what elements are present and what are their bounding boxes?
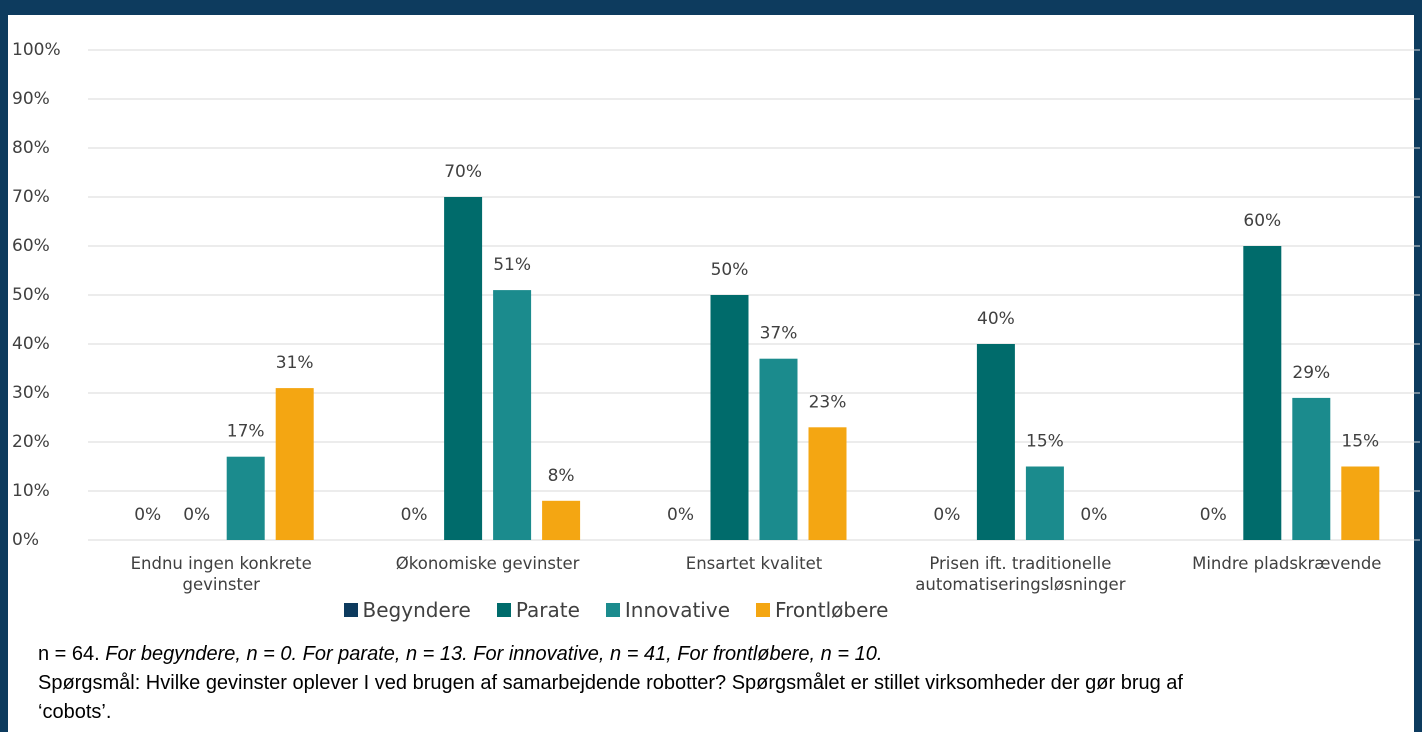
- data-label: 15%: [1026, 432, 1064, 452]
- legend-swatch: [343, 603, 358, 617]
- data-label: 50%: [711, 260, 749, 280]
- x-tick-label: Prisen ift. traditionelle automatisering…: [915, 554, 1126, 594]
- data-label: 0%: [667, 505, 694, 525]
- legend-swatch: [496, 603, 511, 617]
- bar: [759, 358, 798, 540]
- data-label: 0%: [401, 505, 428, 525]
- data-label: 23%: [809, 392, 847, 412]
- y-tick-label: 40%: [12, 334, 50, 354]
- y-tick-label: 60%: [12, 236, 50, 256]
- bar: [226, 456, 265, 540]
- note-groups: For begyndere, n = 0. For parate, n = 13…: [105, 643, 883, 665]
- legend-label: Innovative: [624, 598, 731, 622]
- y-tick-label: 50%: [12, 285, 50, 305]
- data-label: 31%: [276, 353, 314, 373]
- legend-swatch: [756, 603, 771, 617]
- data-label: 17%: [227, 422, 265, 442]
- legend-item: Begyndere: [343, 598, 471, 622]
- data-label: 60%: [1243, 211, 1281, 231]
- data-label: 40%: [977, 309, 1015, 329]
- data-label: 0%: [933, 505, 960, 525]
- legend-label: Begyndere: [362, 598, 471, 622]
- data-label: 51%: [493, 255, 531, 275]
- data-label: 0%: [134, 505, 161, 525]
- legend-swatch: [605, 603, 620, 617]
- x-tick-label: Ensartet kvalitet: [685, 554, 823, 573]
- y-tick-label: 70%: [12, 187, 50, 207]
- data-label: 0%: [183, 505, 210, 525]
- bar: [444, 197, 483, 540]
- y-tick-label: 80%: [12, 138, 50, 158]
- bar: [808, 427, 847, 540]
- notes: n = 64. For begyndere, n = 0. For parate…: [38, 640, 1218, 727]
- legend-label: Frontløbere: [775, 598, 889, 622]
- legend: Begyndere Parate Innovative Frontløbere: [0, 598, 1232, 622]
- legend-label: Parate: [515, 598, 580, 622]
- y-tick-label: 10%: [12, 481, 50, 501]
- bar: [710, 295, 749, 540]
- bar: [542, 500, 581, 540]
- y-tick-label: 90%: [12, 89, 50, 109]
- bar: [976, 344, 1015, 540]
- data-label: 0%: [1200, 505, 1227, 525]
- x-tick-label: Endnu ingen konkrete gevinster: [130, 554, 312, 594]
- bar: [1243, 246, 1282, 540]
- y-tick-label: 30%: [12, 383, 50, 403]
- data-label: 15%: [1341, 432, 1379, 452]
- bar: [1025, 466, 1064, 540]
- bar: [493, 290, 532, 540]
- data-label: 0%: [1080, 505, 1107, 525]
- note-n: n = 64.: [38, 643, 100, 665]
- y-tick-label: 20%: [12, 432, 50, 452]
- data-label: 70%: [444, 162, 482, 182]
- bar: [1341, 466, 1380, 540]
- data-label: 8%: [548, 466, 575, 486]
- data-label: 37%: [760, 324, 798, 344]
- y-tick-label: 0%: [12, 530, 39, 550]
- bar: [275, 388, 314, 540]
- question: Spørgsmål: Hvilke gevinster oplever I ve…: [38, 672, 1183, 723]
- y-tick-label: 100%: [12, 40, 61, 60]
- x-tick-label: Mindre pladskrævende: [1192, 554, 1382, 573]
- legend-item: Parate: [496, 598, 580, 622]
- legend-item: Innovative: [605, 598, 731, 622]
- bar: [1292, 397, 1331, 540]
- x-tick-label: Økonomiske gevinster: [395, 554, 580, 573]
- note-line: n = 64. For begyndere, n = 0. For parate…: [38, 640, 1218, 669]
- data-label: 29%: [1292, 363, 1330, 383]
- legend-item: Frontløbere: [756, 598, 888, 622]
